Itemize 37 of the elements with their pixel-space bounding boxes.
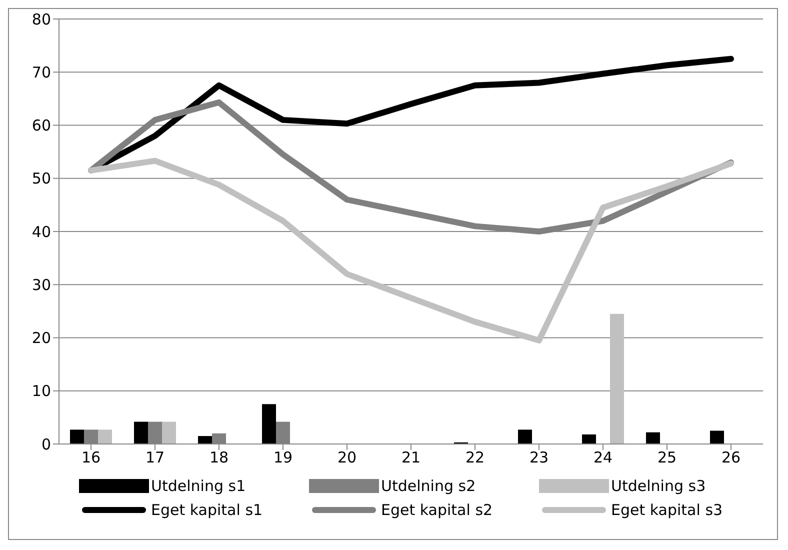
x-tick-label: 26 <box>721 448 741 467</box>
x-tick-label: 19 <box>273 448 293 467</box>
bar <box>518 430 532 444</box>
x-tick-label: 24 <box>593 448 613 467</box>
bar <box>710 430 724 444</box>
y-tick-label: 40 <box>32 222 51 241</box>
bar <box>70 430 84 444</box>
x-tick-label: 23 <box>529 448 549 467</box>
bar <box>98 430 112 444</box>
x-tick-label: 20 <box>337 448 357 467</box>
bar <box>610 314 624 444</box>
legend-label: Utdelning s3 <box>611 477 706 495</box>
x-tick-label: 17 <box>145 448 165 467</box>
legend-label: Eget kapital s3 <box>611 501 723 519</box>
x-tick-label: 22 <box>465 448 485 467</box>
bar <box>582 434 596 444</box>
y-tick-label: 20 <box>32 329 51 348</box>
x-tick-label: 18 <box>209 448 229 467</box>
legend-label: Utdelning s2 <box>381 477 476 495</box>
legend-label: Eget kapital s2 <box>381 501 493 519</box>
bar <box>162 422 176 444</box>
bar <box>646 432 660 444</box>
bar <box>134 422 148 444</box>
y-tick-label: 0 <box>41 435 51 454</box>
x-tick-label: 16 <box>81 448 101 467</box>
bar <box>198 436 212 444</box>
bar <box>262 404 276 444</box>
y-tick-label: 10 <box>32 382 51 400</box>
x-tick-label: 25 <box>657 448 677 467</box>
legend-label: Utdelning s1 <box>151 477 246 495</box>
legend-label: Eget kapital s1 <box>151 501 263 519</box>
y-tick-label: 50 <box>32 170 51 188</box>
x-tick-label: 21 <box>401 448 421 467</box>
y-tick-label: 30 <box>32 276 51 294</box>
y-tick-label: 60 <box>32 116 51 135</box>
y-tick-label: 80 <box>32 10 51 28</box>
y-tick-label: 70 <box>32 63 51 82</box>
